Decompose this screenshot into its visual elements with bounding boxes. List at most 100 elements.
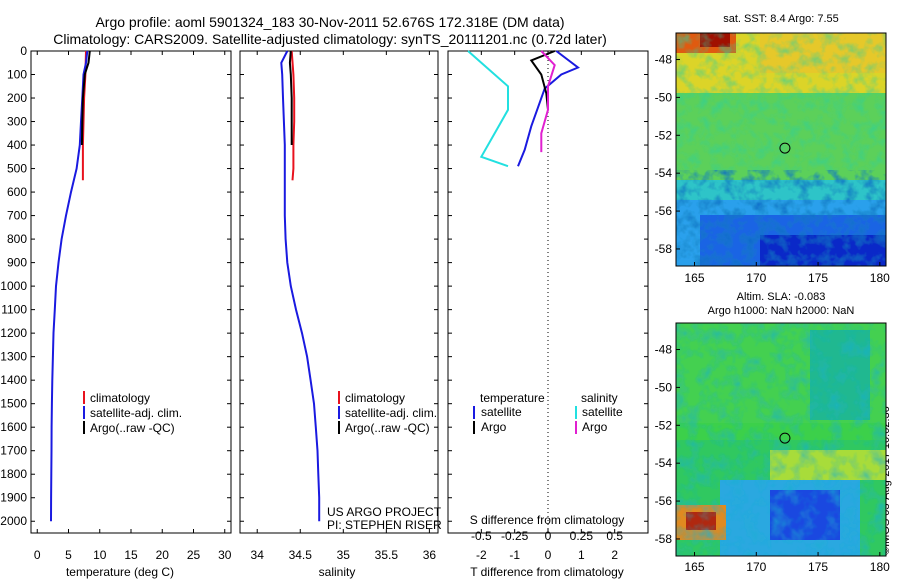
depth-tick-label: 200 <box>7 91 27 105</box>
temperature-panel-frame <box>30 50 232 534</box>
depth-tick-label: 1300 <box>0 350 27 364</box>
x-tick-label: 0 <box>34 548 41 562</box>
legend-label-t-argo: Argo <box>481 420 507 434</box>
map-x-tick-label: 180 <box>870 560 890 574</box>
x-tick-label: 0 <box>545 548 552 562</box>
difference-legend: temperature satellite Argo salinity sate… <box>473 391 623 434</box>
depth-tick-label: 1100 <box>1 303 27 317</box>
legend-label-argo: Argo(..raw -QC) <box>345 421 430 435</box>
map-x-tick-label: 170 <box>746 271 766 285</box>
depth-tick-label: 400 <box>7 138 27 152</box>
x-tick-label: 34 <box>251 548 265 562</box>
legend-label-argo: Argo(..raw -QC) <box>90 421 175 435</box>
profile-line-temperature-satellite <box>517 50 580 167</box>
profile-line-salinity-satellite <box>467 50 509 168</box>
s-difference-axis-label: S difference from climatology <box>470 513 625 527</box>
profile-line-salinity-argo <box>540 50 556 153</box>
map-y-tick-label: -56 <box>655 204 673 218</box>
project-note-line-1: US ARGO PROJECT <box>327 505 442 519</box>
profile-line-argo-raw-qc- <box>80 50 91 146</box>
x-tick-label: 35 <box>337 548 351 562</box>
depth-tick-label: 1700 <box>0 444 27 458</box>
x-tick-label: 34.5 <box>289 548 313 562</box>
map-x-tick-label: 165 <box>685 560 705 574</box>
sla-map <box>676 323 886 556</box>
sla-map-title-line-2: Argo h1000: NaN h2000: NaN <box>707 305 855 317</box>
s-difference-tick-label: 0.5 <box>606 529 623 543</box>
salinity-panel-frame <box>239 50 439 534</box>
t-difference-axis-label: T difference from climatology <box>470 565 624 579</box>
profile-line-argo-raw-qc- <box>288 50 293 145</box>
x-tick-label: 10 <box>93 548 107 562</box>
map-x-tick-label: 175 <box>808 271 828 285</box>
depth-tick-label: 1500 <box>0 397 27 411</box>
temperature-axis-label: temperature (deg C) <box>66 565 174 579</box>
s-difference-tick-label: 0 <box>545 529 552 543</box>
legend-label-climatology: climatology <box>90 391 150 405</box>
map-y-tick-label: -54 <box>655 166 673 180</box>
map-x-tick-label: 175 <box>808 560 828 574</box>
sst-map-frame <box>675 32 887 267</box>
sst-map-title: sat. SST: 8.4 Argo: 7.55 <box>723 13 839 25</box>
map-x-tick-label: 170 <box>746 560 766 574</box>
map-y-tick-label: -58 <box>655 242 673 256</box>
depth-tick-label: 1600 <box>0 420 27 434</box>
figure-title-line-1: Argo profile: aoml 5901324_183 30-Nov-20… <box>95 14 565 30</box>
x-tick-label: -2 <box>476 548 487 562</box>
depth-axis: 0 100 200 300 400 500 600 700 800 900 1000 1100 1200… <box>0 44 648 528</box>
depth-tick-label: 0 <box>20 44 27 58</box>
map-y-tick-label: -50 <box>655 90 673 104</box>
map-y-tick-label: -56 <box>655 494 673 508</box>
legend-label-s-satellite: satellite <box>582 405 623 419</box>
legend-label-t-satellite: satellite <box>481 405 522 419</box>
x-tick-label: 2 <box>611 548 618 562</box>
depth-tick-label: 900 <box>7 256 27 270</box>
sla-map-frame <box>675 322 887 557</box>
argo-position-marker <box>779 432 791 444</box>
profile-line-temperature-argo <box>529 50 556 110</box>
depth-tick-label: 100 <box>7 68 27 82</box>
x-tick-label: 5 <box>65 548 72 562</box>
project-note-line-2: PI: STEPHEN RISER <box>327 518 442 532</box>
map-y-tick-label: -48 <box>655 343 673 357</box>
s-difference-tick-label: -0.25 <box>501 529 529 543</box>
x-tick-label: 1 <box>578 548 585 562</box>
map-y-tick-label: -52 <box>655 128 673 142</box>
map-y-tick-label: -58 <box>655 532 673 546</box>
x-tick-label: 30 <box>218 548 232 562</box>
legend-label-s-argo: Argo <box>582 420 608 434</box>
x-axes: 0 5 10 15 20 25 30 34 34.5 35 35.5 36 -2 -1 0 1 2 -0.5 -0.… <box>34 51 623 562</box>
depth-tick-label: 2000 <box>0 514 27 528</box>
map-y-tick-label: -52 <box>655 418 673 432</box>
x-tick-label: 35.5 <box>375 548 399 562</box>
map-x-tick-label: 180 <box>870 271 890 285</box>
map-y-tick-label: -50 <box>655 380 673 394</box>
salinity-axis-label: salinity <box>319 565 356 579</box>
depth-tick-label: 800 <box>7 232 27 246</box>
x-tick-label: 25 <box>187 548 201 562</box>
x-tick-label: 20 <box>156 548 170 562</box>
depth-tick-label: 1200 <box>0 326 27 340</box>
depth-tick-label: 1000 <box>0 279 27 293</box>
figure-title-line-2: Climatology: CARS2009. Satellite-adjuste… <box>53 31 607 47</box>
s-difference-tick-label: -0.5 <box>471 529 492 543</box>
argo-position-marker <box>779 142 791 154</box>
depth-tick-label: 1400 <box>0 373 27 387</box>
legend-label-satellite: satellite-adj. clim. <box>90 406 182 420</box>
sla-map-title-line-1: Altim. SLA: -0.083 <box>736 291 826 303</box>
map-y-tick-label: -48 <box>655 53 673 67</box>
legend-label-satellite: satellite-adj. clim. <box>345 406 437 420</box>
map-x-tick-label: 165 <box>685 271 705 285</box>
x-tick-label: -1 <box>509 548 520 562</box>
legend-label-climatology: climatology <box>345 391 405 405</box>
map-y-tick-label: -54 <box>655 456 673 470</box>
salinity-legend: climatology satellite-adj. clim. Argo(..… <box>338 391 437 435</box>
depth-tick-label: 1900 <box>0 491 27 505</box>
profile-lines <box>50 50 580 522</box>
sst-map <box>676 33 886 266</box>
temperature-legend: climatology satellite-adj. clim. Argo(..… <box>83 391 182 435</box>
legend-header-salinity: salinity <box>581 391 618 405</box>
x-tick-label: 15 <box>124 548 138 562</box>
s-difference-tick-label: 0.25 <box>570 529 594 543</box>
